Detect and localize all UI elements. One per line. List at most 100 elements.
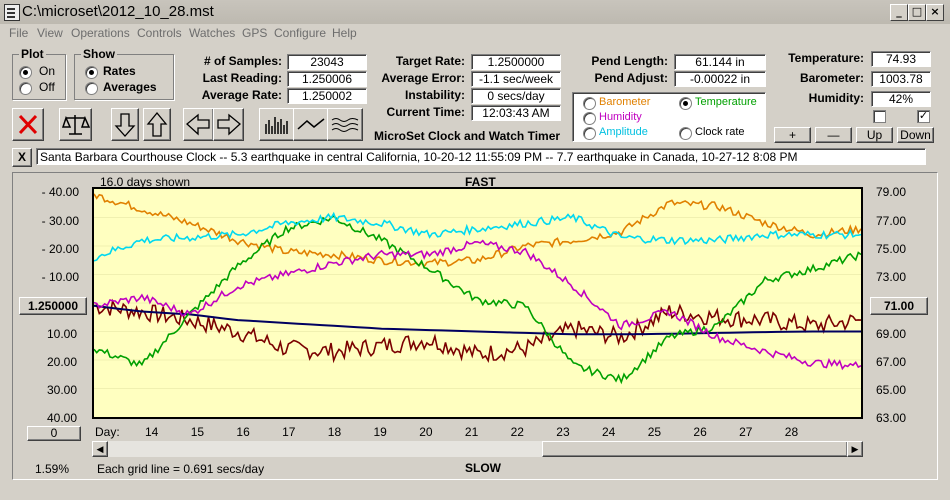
clear-button[interactable] (12, 108, 44, 141)
menu-file[interactable]: File (9, 26, 29, 40)
scroll-thumb[interactable] (542, 441, 848, 457)
bar-graph-icon (265, 117, 288, 134)
current-time-value: 12:03:43 AM (471, 105, 561, 121)
plot-area (92, 187, 863, 419)
menu-view[interactable]: View (37, 26, 63, 40)
clock-rate-radio[interactable] (679, 127, 692, 140)
show-group-title: Show (81, 47, 117, 61)
show-rates-radio[interactable] (85, 66, 98, 79)
menu-configure[interactable]: Configure (274, 26, 327, 40)
menu-gps[interactable]: GPS (242, 26, 268, 40)
menu-operations[interactable]: Operations (71, 26, 130, 40)
day-tick-label: 25 (647, 425, 662, 439)
day-tick-label: 24 (602, 425, 616, 439)
temperature-option-label: Temperature (695, 96, 757, 108)
plot-on-radio[interactable] (19, 66, 32, 79)
left-tick: 30.00 (46, 383, 77, 397)
menu-help[interactable]: Help (332, 26, 357, 40)
fast-label: FAST (465, 175, 496, 189)
close-button[interactable]: × (926, 4, 944, 21)
day-tick-label: 19 (373, 425, 387, 439)
average-rate-label: Average Rate: (201, 88, 282, 102)
menu-watches[interactable]: Watches (189, 26, 236, 40)
rate-down-button[interactable] (111, 108, 139, 141)
arrow-down-icon (114, 113, 136, 137)
temperature-radio[interactable] (679, 97, 692, 110)
left-tick: - 40.00 (41, 185, 79, 199)
balance-button[interactable] (59, 108, 92, 141)
days-shown-label: 16.0 days shown (100, 175, 191, 189)
notes-close-button[interactable]: X (12, 148, 32, 167)
rate-up-button[interactable] (143, 108, 171, 141)
scale-down-button[interactable]: Down (897, 127, 934, 143)
barometer-label: Barometer: (799, 71, 864, 85)
amplitude-radio[interactable] (583, 127, 596, 140)
pend-adjust-label: Pend Adjust: (594, 71, 668, 85)
right-tick: 73.00 (875, 270, 907, 284)
plot-off-radio[interactable] (19, 82, 32, 95)
barometer-radio[interactable] (583, 97, 596, 110)
series-line-clock-rate (94, 298, 861, 364)
maximize-button[interactable]: □ (908, 4, 926, 21)
day-tick-label: 18 (327, 425, 342, 439)
humidity-radio[interactable] (583, 112, 596, 125)
scale-up-button[interactable]: Up (856, 127, 893, 143)
scroll-right-button[interactable] (213, 108, 244, 141)
line-graph-icon (297, 118, 325, 130)
left-tick: 40.00 (46, 411, 77, 425)
temperature-option: Temperature (695, 96, 757, 108)
scroll-left-button[interactable] (183, 108, 214, 141)
day-tick-label: 17 (282, 425, 296, 439)
temperature-label: Temperature: (788, 51, 864, 65)
clock-rate-option-label: Clock rate (695, 126, 745, 138)
day-tick-label: 22 (510, 425, 524, 439)
scale-minus-button[interactable]: — (815, 127, 852, 143)
current-time-label: Current Time: (386, 105, 465, 119)
aux-checkbox-2[interactable]: ✓ (917, 110, 930, 123)
right-tick: 79.00 (875, 185, 907, 199)
horizontal-scrollbar[interactable]: ◀ ▶ (92, 441, 863, 457)
day-tick-label: 15 (190, 425, 205, 439)
right-tick: 77.00 (875, 214, 907, 228)
bar-graph-button[interactable] (259, 108, 295, 141)
target-rate-label: Target Rate: (395, 54, 465, 68)
series-line-amplitude (94, 211, 861, 262)
right-tick: 67.00 (875, 355, 907, 369)
series-line-temperature (94, 215, 861, 385)
left-tick: 20.00 (46, 355, 77, 369)
scroll-right-arrow[interactable]: ▶ (847, 441, 863, 457)
show-averages-label: Averages (103, 80, 157, 94)
arrow-up-icon (146, 111, 168, 137)
slow-label: SLOW (465, 461, 501, 475)
left-tick: - 30.00 (41, 214, 79, 228)
scroll-left-arrow[interactable]: ◀ (92, 441, 108, 457)
arrow-right-icon (217, 113, 241, 136)
show-group: Show Rates Averages (74, 47, 174, 100)
left-tick: - 20.00 (41, 242, 79, 256)
aux-checkbox-1[interactable] (873, 110, 886, 123)
day-tick-label: 23 (556, 425, 570, 439)
show-rates-label: Rates (103, 64, 136, 78)
pend-length-label: Pend Length: (591, 54, 668, 68)
notes-field[interactable]: Santa Barbara Courthouse Clock -- 5.3 ea… (36, 148, 926, 165)
instability-value: 0 secs/day (471, 88, 561, 104)
temperature-value: 74.93 (871, 51, 931, 67)
show-averages-radio[interactable] (85, 82, 98, 95)
target-rate-field[interactable]: 1.2500000 (471, 54, 561, 70)
scale-plus-button[interactable]: + (774, 127, 811, 143)
offset-button[interactable]: 0 (27, 426, 81, 441)
center-rate-button[interactable]: 1.250000 (19, 297, 87, 315)
humidity-label: Humidity: (808, 91, 864, 105)
arrow-left-icon (186, 113, 210, 136)
menu-controls[interactable]: Controls (137, 26, 182, 40)
humidity-value: 42% (871, 91, 931, 107)
instability-label: Instability: (404, 88, 465, 102)
plot-group: Plot On Off (12, 47, 66, 100)
series-line-humidity (94, 239, 861, 371)
day-tick-label: 20 (419, 425, 433, 439)
graph-panel (12, 172, 938, 480)
line-graph-button[interactable] (293, 108, 329, 141)
right-center-button[interactable]: 71.00 (870, 297, 928, 315)
minimize-button[interactable]: _ (890, 4, 908, 21)
wave-graph-button[interactable] (327, 108, 363, 141)
